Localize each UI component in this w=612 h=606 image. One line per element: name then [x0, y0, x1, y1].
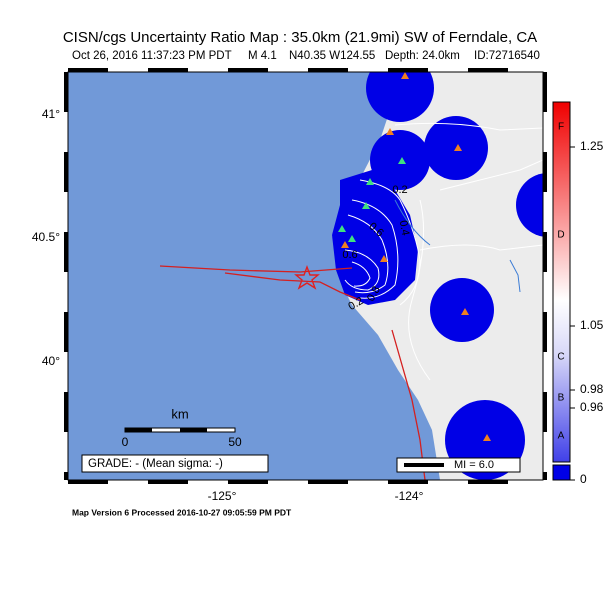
scale-bar-segment — [180, 428, 207, 432]
colorbar: F D C B A 1.25 1.05 0.98 0.96 0 — [552, 101, 604, 486]
scale-label: 0 — [122, 435, 129, 449]
scale-label: 50 — [228, 435, 242, 449]
contours — [344, 122, 543, 381]
map-area: 0.2 0.4 0.6 0.6 0.8 0.2 km 0 50 GRADE: -… — [68, 72, 543, 480]
rivers — [394, 199, 521, 293]
colorbar-label: 1.05 — [580, 318, 604, 332]
scale-bar: km 0 50 — [122, 406, 242, 449]
subtitle-date: Oct 26, 2016 11:37:23 PM PDT — [72, 50, 232, 62]
fault — [224, 272, 361, 301]
station — [386, 128, 394, 135]
colorbar-label: 0 — [580, 472, 587, 486]
colorbar-label: 0.96 — [580, 400, 604, 414]
coverage-circle — [370, 130, 430, 190]
coverage-circle — [430, 278, 494, 342]
grade-letter: C — [557, 352, 564, 363]
axis-labels: 41° 40.5° 40° -125° -124° — [32, 107, 424, 503]
faults — [159, 265, 426, 480]
subtitle-depth: Depth: 24.0km — [385, 50, 460, 62]
subtitle-location: N40.35 W124.55 — [289, 50, 375, 62]
station — [366, 178, 374, 185]
colorbar-zero-box — [552, 464, 571, 481]
contour-line — [344, 249, 380, 291]
county-line — [439, 159, 543, 191]
subtitle-magnitude: M 4.1 — [248, 50, 277, 62]
county-line — [394, 122, 543, 131]
lat-label: 40.5° — [32, 230, 60, 244]
colorbar-grades: F D C B A — [557, 122, 564, 442]
colorbar-ticks — [570, 146, 575, 481]
grade-letter: A — [558, 431, 565, 442]
fault — [159, 265, 353, 273]
fault — [391, 329, 426, 480]
station — [398, 157, 406, 164]
subtitle-id: ID:72716540 — [474, 50, 540, 62]
station — [341, 241, 349, 248]
stations — [341, 72, 491, 441]
grade-letter: D — [557, 230, 564, 241]
station — [401, 72, 409, 79]
station — [454, 144, 462, 151]
contour-label: 0.4 — [397, 219, 411, 236]
grade-letter: B — [558, 393, 565, 404]
lat-label: 40° — [42, 354, 60, 368]
frame-ticks — [64, 68, 547, 484]
station — [348, 235, 356, 242]
contour-label: 0.2 — [392, 184, 407, 196]
scale-unit: km — [171, 406, 188, 421]
colorbar-label: 1.25 — [580, 139, 604, 153]
grade-letter: F — [558, 122, 564, 133]
station — [362, 202, 370, 209]
river — [509, 259, 521, 293]
scale-bar-segment — [125, 428, 152, 432]
station — [380, 255, 388, 262]
mi-box — [396, 457, 521, 473]
county-line — [419, 244, 543, 251]
contour-line — [351, 199, 399, 299]
station — [461, 308, 469, 315]
coverage-circle — [516, 173, 543, 237]
contour-line — [359, 179, 421, 306]
epicenter-star — [294, 265, 320, 290]
colorbar-label: 0.98 — [580, 382, 604, 396]
title: CISN/cgs Uncertainty Ratio Map : 35.0km … — [63, 29, 537, 46]
mi-text: MI = 6.0 — [454, 459, 494, 471]
stations-green — [338, 157, 406, 242]
grade-text: GRADE: - (Mean sigma: -) — [88, 458, 223, 470]
coverage-circle — [366, 72, 434, 122]
lat-label: 41° — [42, 107, 60, 121]
contour-label: 0.6 — [342, 249, 357, 261]
grade-box — [81, 454, 269, 473]
river — [394, 199, 431, 246]
contour-line — [351, 261, 371, 287]
colorbar-gradient — [552, 101, 571, 463]
lon-label: -124° — [395, 489, 424, 503]
station — [483, 434, 491, 441]
county-line — [408, 199, 431, 381]
contour-line — [347, 214, 389, 294]
footer: Map Version 6 Processed 2016-10-27 09:05… — [72, 507, 292, 517]
station — [338, 225, 346, 232]
subtitle: Oct 26, 2016 11:37:23 PM PDT M 4.1 N40.3… — [72, 50, 540, 62]
map-frame — [67, 71, 544, 481]
colorbar-labels: 1.25 1.05 0.98 0.96 0 — [580, 139, 604, 486]
lon-label: -125° — [208, 489, 237, 503]
